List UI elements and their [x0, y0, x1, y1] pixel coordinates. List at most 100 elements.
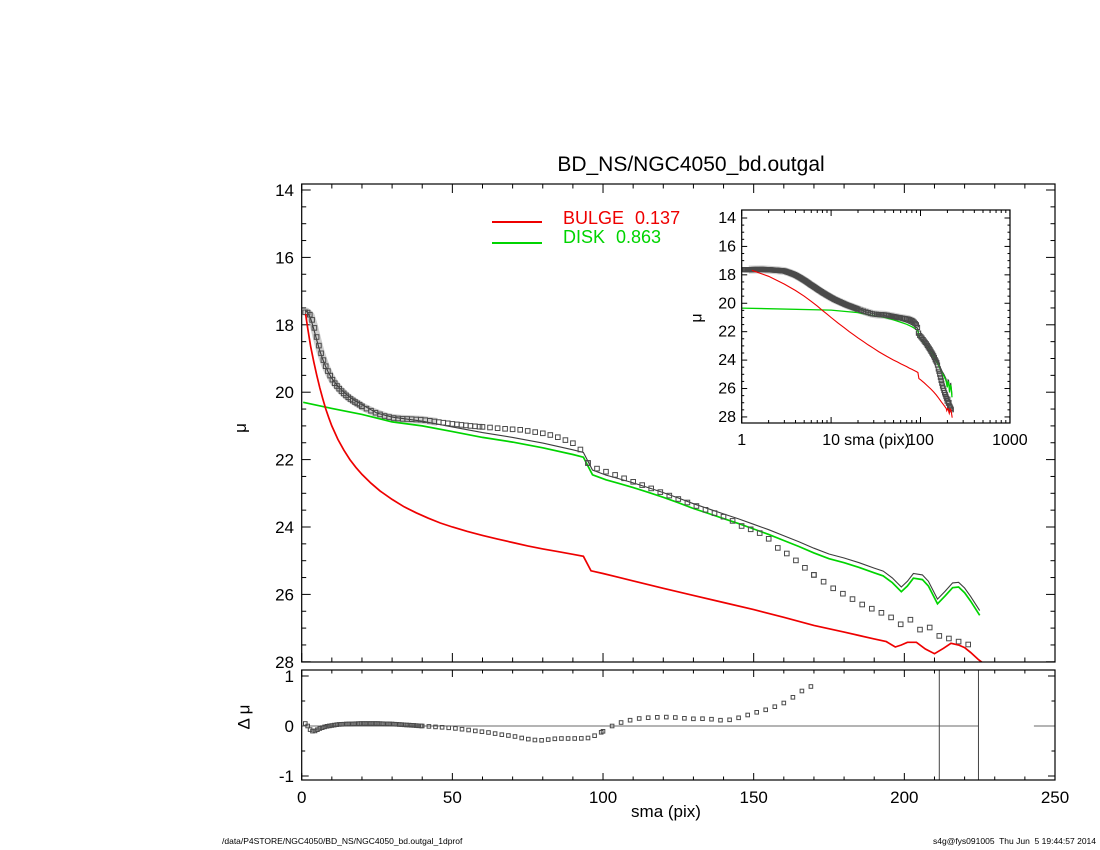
data-point-square: [449, 421, 456, 427]
tick-label: 28: [275, 653, 294, 672]
data-point-square: [397, 722, 402, 727]
data-point-square: [790, 695, 796, 700]
inset-y-axis-label: μ: [688, 313, 706, 323]
disk-legend-entry: DISK 0.863: [563, 227, 661, 248]
data-point-square: [907, 616, 914, 623]
data-point-square: [303, 721, 308, 726]
data-point-square: [324, 724, 330, 729]
main-plot-frame: [301, 183, 1056, 663]
data-point-square: [313, 334, 320, 340]
disk-legend-line: [492, 242, 542, 244]
galaxy-data-points: [302, 309, 972, 648]
tick-label: 10: [822, 432, 840, 449]
data-point-square: [473, 728, 478, 734]
data-point-square: [320, 357, 327, 363]
data-point-square: [315, 727, 320, 733]
data-point-square: [793, 557, 799, 564]
data-point-square: [673, 715, 678, 720]
bulge-legend-entry: BULGE 0.137: [563, 208, 680, 229]
residual-data-points: [303, 684, 814, 743]
tick-label: 1000: [992, 432, 1028, 449]
data-point-square: [439, 725, 445, 730]
inset-curves: [741, 265, 954, 418]
data-point-square: [579, 736, 584, 741]
data-point-square: [389, 721, 395, 727]
data-point-square: [317, 726, 323, 731]
data-point-square: [664, 714, 669, 720]
data-point-square: [936, 633, 943, 639]
data-point-square: [709, 716, 714, 722]
tick-label: 22: [718, 324, 736, 341]
data-point-square: [802, 565, 808, 571]
data-point-square: [512, 734, 518, 739]
data-point-square: [763, 707, 769, 713]
data-point-square: [387, 721, 392, 727]
data-point-square: [747, 526, 754, 533]
tick-label: 24: [275, 518, 294, 537]
data-point-square: [727, 717, 732, 723]
data-point-square: [682, 716, 687, 721]
main-plot-curves: [302, 307, 984, 662]
data-point-square: [869, 605, 875, 612]
data-point-square: [479, 729, 485, 735]
data-point-square: [334, 722, 339, 728]
data-point-square: [502, 426, 508, 432]
data-point-square: [655, 715, 660, 720]
data-point-square: [539, 738, 544, 743]
tick-label: 14: [275, 181, 294, 200]
data-point-square: [565, 736, 571, 741]
tick-label: 100: [589, 788, 617, 807]
inset-galaxy-data-points: [741, 266, 954, 413]
tick-label: 250: [1041, 788, 1069, 807]
data-point-square: [336, 722, 342, 727]
data-point-square: [618, 720, 624, 725]
data-point-square: [404, 722, 409, 728]
data-point-square: [636, 716, 642, 721]
data-point-square: [426, 724, 432, 729]
data-point-square: [476, 423, 483, 430]
data-point-square: [329, 723, 335, 728]
data-point-square: [600, 729, 606, 734]
data-point-square: [559, 736, 564, 741]
tick-label: 1: [285, 667, 294, 686]
data-point-square: [745, 712, 751, 718]
tick-label: 18: [275, 316, 294, 335]
data-point-square: [445, 420, 451, 427]
data-point-square: [307, 311, 313, 318]
data-point-square: [938, 377, 944, 383]
data-point-square: [341, 721, 347, 727]
data-point-square: [311, 325, 318, 331]
data-point-square: [648, 485, 655, 492]
tick-label: 20: [718, 295, 736, 312]
data-point-square: [603, 468, 609, 475]
data-point-square: [305, 723, 310, 729]
data-point-square: [729, 518, 736, 524]
data-point-square: [356, 721, 361, 726]
data-point-square: [939, 380, 945, 386]
data-point-square: [666, 492, 673, 499]
data-point-square: [322, 724, 327, 730]
data-point-square: [693, 503, 700, 509]
tick-label: 0: [297, 788, 306, 807]
data-point-square: [339, 722, 344, 727]
tick-label: 150: [739, 788, 767, 807]
data-point-square: [472, 423, 478, 430]
data-point-square: [702, 507, 709, 513]
data-point-square: [691, 716, 696, 722]
figure-title: BD_NS/NGC4050_bd.outgal: [557, 153, 825, 176]
data-point-square: [310, 728, 315, 734]
data-point-square: [506, 733, 511, 738]
data-point-square: [413, 723, 419, 728]
data-point-square: [799, 688, 805, 694]
data-point-square: [547, 432, 554, 438]
data-point-square: [627, 717, 633, 723]
data-point-square: [319, 725, 325, 731]
data-point-square: [718, 717, 723, 723]
data-point-square: [756, 530, 763, 536]
data-point-square: [458, 422, 465, 428]
tick-label: 14: [718, 210, 736, 227]
